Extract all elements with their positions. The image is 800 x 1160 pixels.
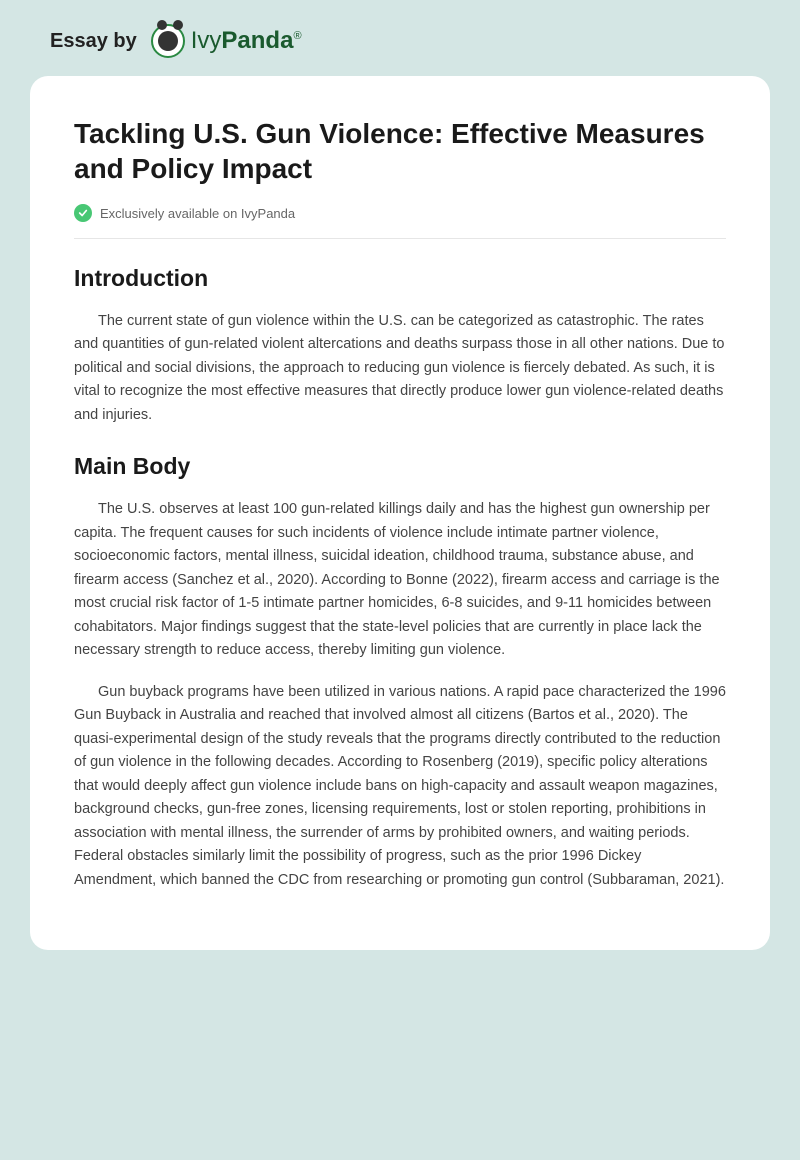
badge-text: Exclusively available on IvyPanda — [100, 206, 295, 221]
paragraph: Gun buyback programs have been utilized … — [74, 681, 726, 892]
document-title: Tackling U.S. Gun Violence: Effective Me… — [74, 116, 726, 186]
paragraph: The U.S. observes at least 100 gun-relat… — [74, 498, 726, 662]
logo-text: IvyPanda® — [191, 27, 302, 55]
logo-prefix: Ivy — [191, 27, 222, 54]
paragraph: The current state of gun violence within… — [74, 310, 726, 427]
header-bar: Essay by IvyPanda® — [0, 0, 800, 76]
registered-mark: ® — [293, 30, 301, 42]
ivypanda-logo: IvyPanda® — [151, 24, 302, 58]
check-icon — [74, 204, 92, 222]
availability-badge: Exclusively available on IvyPanda — [74, 204, 726, 239]
section-heading: Main Body — [74, 453, 726, 480]
essay-by-label: Essay by — [50, 30, 137, 53]
panda-icon — [151, 24, 185, 58]
document-card: Tackling U.S. Gun Violence: Effective Me… — [30, 76, 770, 950]
logo-suffix: Panda — [221, 27, 293, 54]
section-heading: Introduction — [74, 265, 726, 292]
